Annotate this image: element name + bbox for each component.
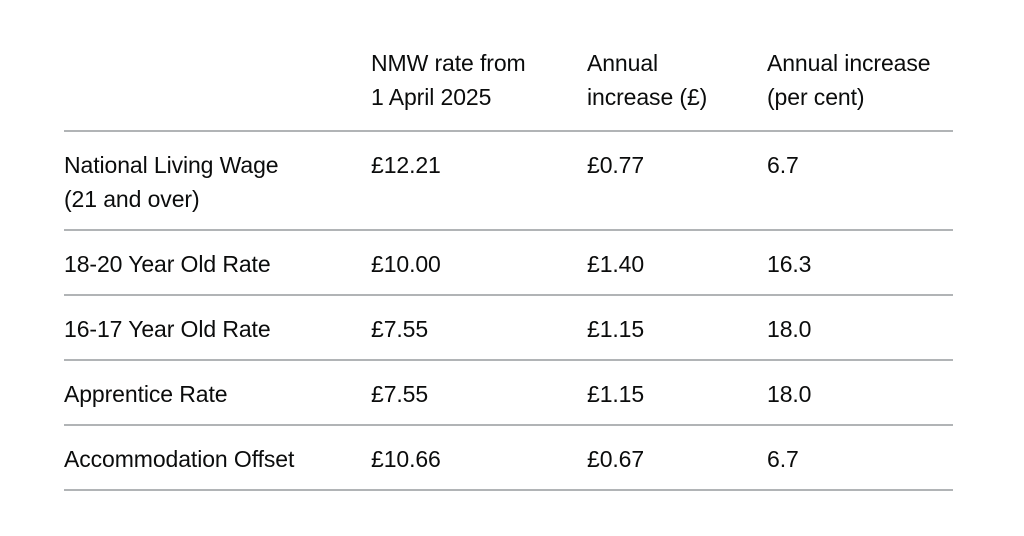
row-label: Accommodation Offset [64, 425, 371, 491]
cell-annual-increase-gbp: £1.40 [587, 230, 767, 296]
column-header-annual-increase-pct: Annual increase (per cent) [767, 46, 953, 132]
table-row-18-20-rate: 18-20 Year Old Rate £10.00 £1.40 16.3 [64, 230, 953, 296]
table-row-accommodation-offset: Accommodation Offset £10.66 £0.67 6.7 [64, 425, 953, 491]
row-label: National Living Wage (21 and over) [64, 131, 371, 231]
cell-annual-increase-gbp: £1.15 [587, 295, 767, 361]
row-label: 16-17 Year Old Rate [64, 295, 371, 361]
cell-nmw-rate: £7.55 [371, 360, 587, 426]
cell-annual-increase-gbp: £1.15 [587, 360, 767, 426]
column-header-nmw-rate: NMW rate from 1 April 2025 [371, 46, 587, 132]
cell-annual-increase-gbp: £0.67 [587, 425, 767, 491]
column-header-label: Annual increase (£) [587, 50, 708, 110]
table-row-national-living-wage: National Living Wage (21 and over) £12.2… [64, 131, 953, 231]
cell-nmw-rate: £12.21 [371, 131, 587, 231]
cell-annual-increase-pct: 18.0 [767, 360, 953, 426]
nmw-rates-table: NMW rate from 1 April 2025 Annual increa… [64, 46, 953, 491]
column-header-annual-increase-gbp: Annual increase (£) [587, 46, 767, 132]
column-header-empty [64, 46, 371, 132]
cell-nmw-rate: £10.00 [371, 230, 587, 296]
cell-nmw-rate: £7.55 [371, 295, 587, 361]
cell-annual-increase-gbp: £0.77 [587, 131, 767, 231]
table-row-16-17-rate: 16-17 Year Old Rate £7.55 £1.15 18.0 [64, 295, 953, 361]
cell-annual-increase-pct: 16.3 [767, 230, 953, 296]
cell-annual-increase-pct: 18.0 [767, 295, 953, 361]
column-header-label: NMW rate from 1 April 2025 [371, 50, 526, 110]
table-header-row: NMW rate from 1 April 2025 Annual increa… [64, 46, 953, 132]
cell-nmw-rate: £10.66 [371, 425, 587, 491]
cell-annual-increase-pct: 6.7 [767, 425, 953, 491]
row-label: Apprentice Rate [64, 360, 371, 426]
table-row-apprentice-rate: Apprentice Rate £7.55 £1.15 18.0 [64, 360, 953, 426]
cell-annual-increase-pct: 6.7 [767, 131, 953, 231]
column-header-label: Annual increase (per cent) [767, 50, 931, 110]
row-label: 18-20 Year Old Rate [64, 230, 371, 296]
